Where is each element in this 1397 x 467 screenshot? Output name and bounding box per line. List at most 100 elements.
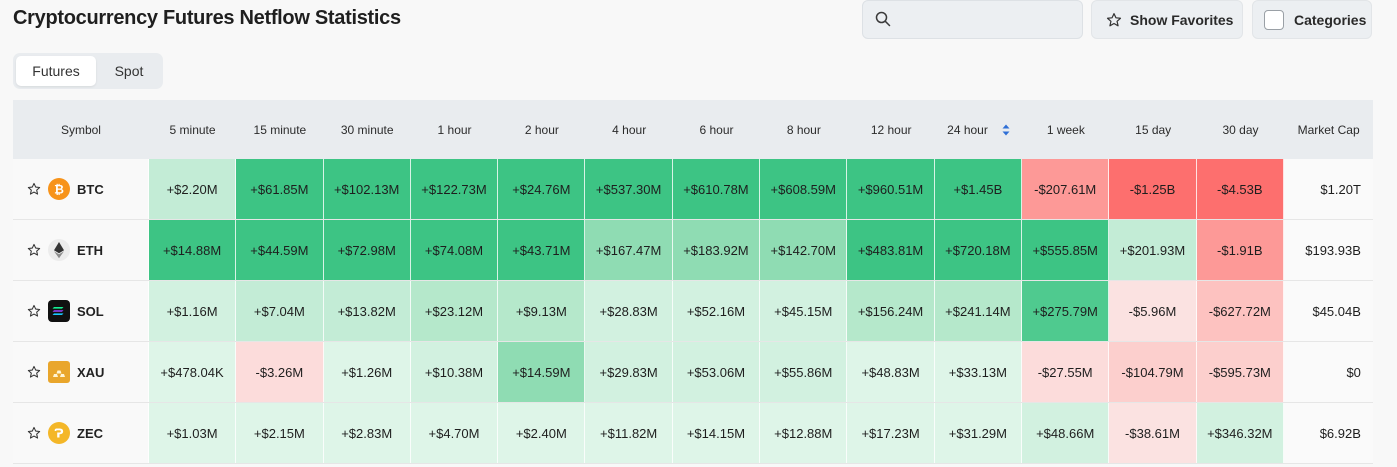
netflow-cell: +$9.13M [498, 281, 586, 341]
netflow-cell: +$167.47M [585, 220, 673, 280]
netflow-cell: +$960.51M [847, 159, 935, 219]
table-row[interactable]: Ɂ ZEC +$1.03M +$2.15M +$2.83M +$4.70M +$2.40M +… [13, 403, 1373, 464]
netflow-cell: +$43.71M [498, 220, 586, 280]
netflow-cell: +$122.73M [410, 159, 499, 219]
column-header-2h[interactable]: 2 hour [524, 122, 559, 137]
favorite-star-icon[interactable] [27, 304, 41, 318]
netflow-cell: +$14.15M [672, 403, 761, 463]
netflow-cell: +$48.83M [847, 342, 935, 402]
market-cap-cell: $45.04B [1283, 281, 1373, 341]
favorite-star-icon[interactable] [27, 182, 41, 196]
column-header-8h[interactable]: 8 hour [786, 122, 821, 137]
netflow-cell: +$1.03M [148, 403, 237, 463]
netflow-cell: +$2.83M [323, 403, 411, 463]
categories-checkbox[interactable] [1264, 9, 1284, 30]
netflow-cell: +$29.83M [585, 342, 673, 402]
search-box[interactable] [862, 0, 1083, 39]
netflow-cell: +$45.15M [760, 281, 848, 341]
netflow-cell: +$720.18M [934, 220, 1023, 280]
column-header-5m[interactable]: 5 minute [169, 122, 216, 137]
netflow-cell: +$48.66M [1022, 403, 1110, 463]
column-header-24h[interactable]: 24 hour [935, 100, 1022, 159]
netflow-table: Symbol 5 minute 15 minute 30 minute 1 ho… [13, 100, 1373, 464]
netflow-cell: +$74.08M [410, 220, 499, 280]
table-row[interactable]: XAU +$478.04K -$3.26M +$1.26M +$10.38M +$14.5… [13, 342, 1373, 403]
netflow-cell: +$7.04M [236, 281, 324, 341]
netflow-cell: -$27.55M [1022, 342, 1110, 402]
svg-text:₿: ₿ [54, 183, 64, 197]
netflow-cell: +$1.26M [323, 342, 411, 402]
column-header-24h-label: 24 hour [947, 122, 988, 137]
symbol-cell: XAU [13, 342, 149, 402]
netflow-cell: +$28.83M [585, 281, 673, 341]
column-header-15m[interactable]: 15 minute [253, 122, 307, 137]
favorite-star-icon[interactable] [27, 243, 41, 257]
netflow-cell: +$14.88M [148, 220, 237, 280]
page-title: Cryptocurrency Futures Netflow Statistic… [13, 7, 401, 29]
solana-icon [48, 300, 70, 322]
show-favorites-label: Show Favorites [1130, 11, 1234, 28]
netflow-cell: -$1.25B [1109, 159, 1197, 219]
tab-spot[interactable]: Spot [114, 63, 144, 79]
market-cap-cell: $0 [1283, 342, 1373, 402]
netflow-cell: +$31.29M [934, 403, 1023, 463]
netflow-cell: +$275.79M [1022, 281, 1110, 341]
netflow-cell: +$52.16M [672, 281, 761, 341]
tab-futures[interactable]: Futures [16, 56, 96, 86]
netflow-cell: +$610.78M [672, 159, 761, 219]
netflow-cell: +$555.85M [1022, 220, 1110, 280]
market-cap-cell: $193.93B [1283, 220, 1373, 280]
netflow-cell: +$2.15M [236, 403, 324, 463]
netflow-cell: +$14.59M [498, 342, 586, 402]
netflow-cell: -$207.61M [1022, 159, 1110, 219]
netflow-cell: +$11.82M [585, 403, 673, 463]
zcash-icon: Ɂ [48, 422, 70, 444]
show-favorites-button[interactable]: Show Favorites [1091, 0, 1243, 39]
netflow-cell: +$1.16M [148, 281, 237, 341]
market-cap-cell: $6.92B [1283, 403, 1373, 463]
table-header: Symbol 5 minute 15 minute 30 minute 1 ho… [13, 100, 1373, 159]
table-row[interactable]: SOL +$1.16M +$7.04M +$13.82M +$23.12M +$9.13M… [13, 281, 1373, 342]
netflow-cell: +$478.04K [148, 342, 237, 402]
sort-icon [1002, 124, 1010, 135]
netflow-cell: +$2.20M [148, 159, 237, 219]
column-header-4h[interactable]: 4 hour [612, 122, 647, 137]
netflow-cell: +$201.93M [1109, 220, 1197, 280]
netflow-cell: +$1.45B [934, 159, 1023, 219]
column-header-1w[interactable]: 1 week [1046, 122, 1085, 137]
netflow-cell: +$23.12M [410, 281, 499, 341]
column-header-market-cap[interactable]: Market Cap [1297, 122, 1360, 137]
column-header-30m[interactable]: 30 minute [340, 122, 394, 137]
categories-button[interactable]: Categories [1252, 0, 1372, 39]
column-header-12h[interactable]: 12 hour [870, 122, 912, 137]
column-header-15d[interactable]: 15 day [1135, 122, 1172, 137]
column-header-symbol[interactable]: Symbol [60, 122, 101, 137]
netflow-cell: -$4.53B [1196, 159, 1284, 219]
netflow-cell: +$12.88M [760, 403, 848, 463]
column-header-6h[interactable]: 6 hour [699, 122, 734, 137]
netflow-cell: +$72.98M [323, 220, 411, 280]
table-row[interactable]: ₿ BTC +$2.20M +$61.85M +$102.13M +$122.73M +$2… [13, 159, 1373, 220]
svg-text:Ɂ: Ɂ [54, 427, 63, 441]
netflow-cell: +$2.40M [498, 403, 586, 463]
column-header-30d[interactable]: 30 day [1222, 122, 1259, 137]
netflow-cell: -$38.61M [1109, 403, 1197, 463]
search-input[interactable] [899, 7, 1075, 33]
symbol-label: BTC [77, 181, 104, 197]
column-header-1h[interactable]: 1 hour [437, 122, 472, 137]
favorite-star-icon[interactable] [27, 426, 41, 440]
netflow-cell: -$3.26M [236, 342, 324, 402]
categories-label: Categories [1294, 11, 1367, 28]
search-icon [875, 11, 891, 27]
table-row[interactable]: ETH +$14.88M +$44.59M +$72.98M +$74.08M +$43.… [13, 220, 1373, 281]
favorite-star-icon[interactable] [27, 365, 41, 379]
netflow-cell: +$44.59M [236, 220, 324, 280]
netflow-cell: +$33.13M [934, 342, 1023, 402]
symbol-label: ZEC [77, 425, 103, 441]
table-body: ₿ BTC +$2.20M +$61.85M +$102.13M +$122.73M +$2… [13, 159, 1373, 464]
netflow-cell: +$17.23M [847, 403, 935, 463]
netflow-cell: +$102.13M [323, 159, 411, 219]
symbol-cell: Ɂ ZEC [13, 403, 149, 463]
symbol-label: XAU [77, 364, 105, 380]
market-cap-cell: $1.20T [1283, 159, 1373, 219]
